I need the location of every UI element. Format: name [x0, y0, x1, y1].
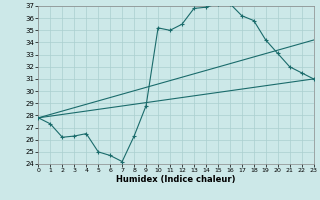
X-axis label: Humidex (Indice chaleur): Humidex (Indice chaleur) [116, 175, 236, 184]
